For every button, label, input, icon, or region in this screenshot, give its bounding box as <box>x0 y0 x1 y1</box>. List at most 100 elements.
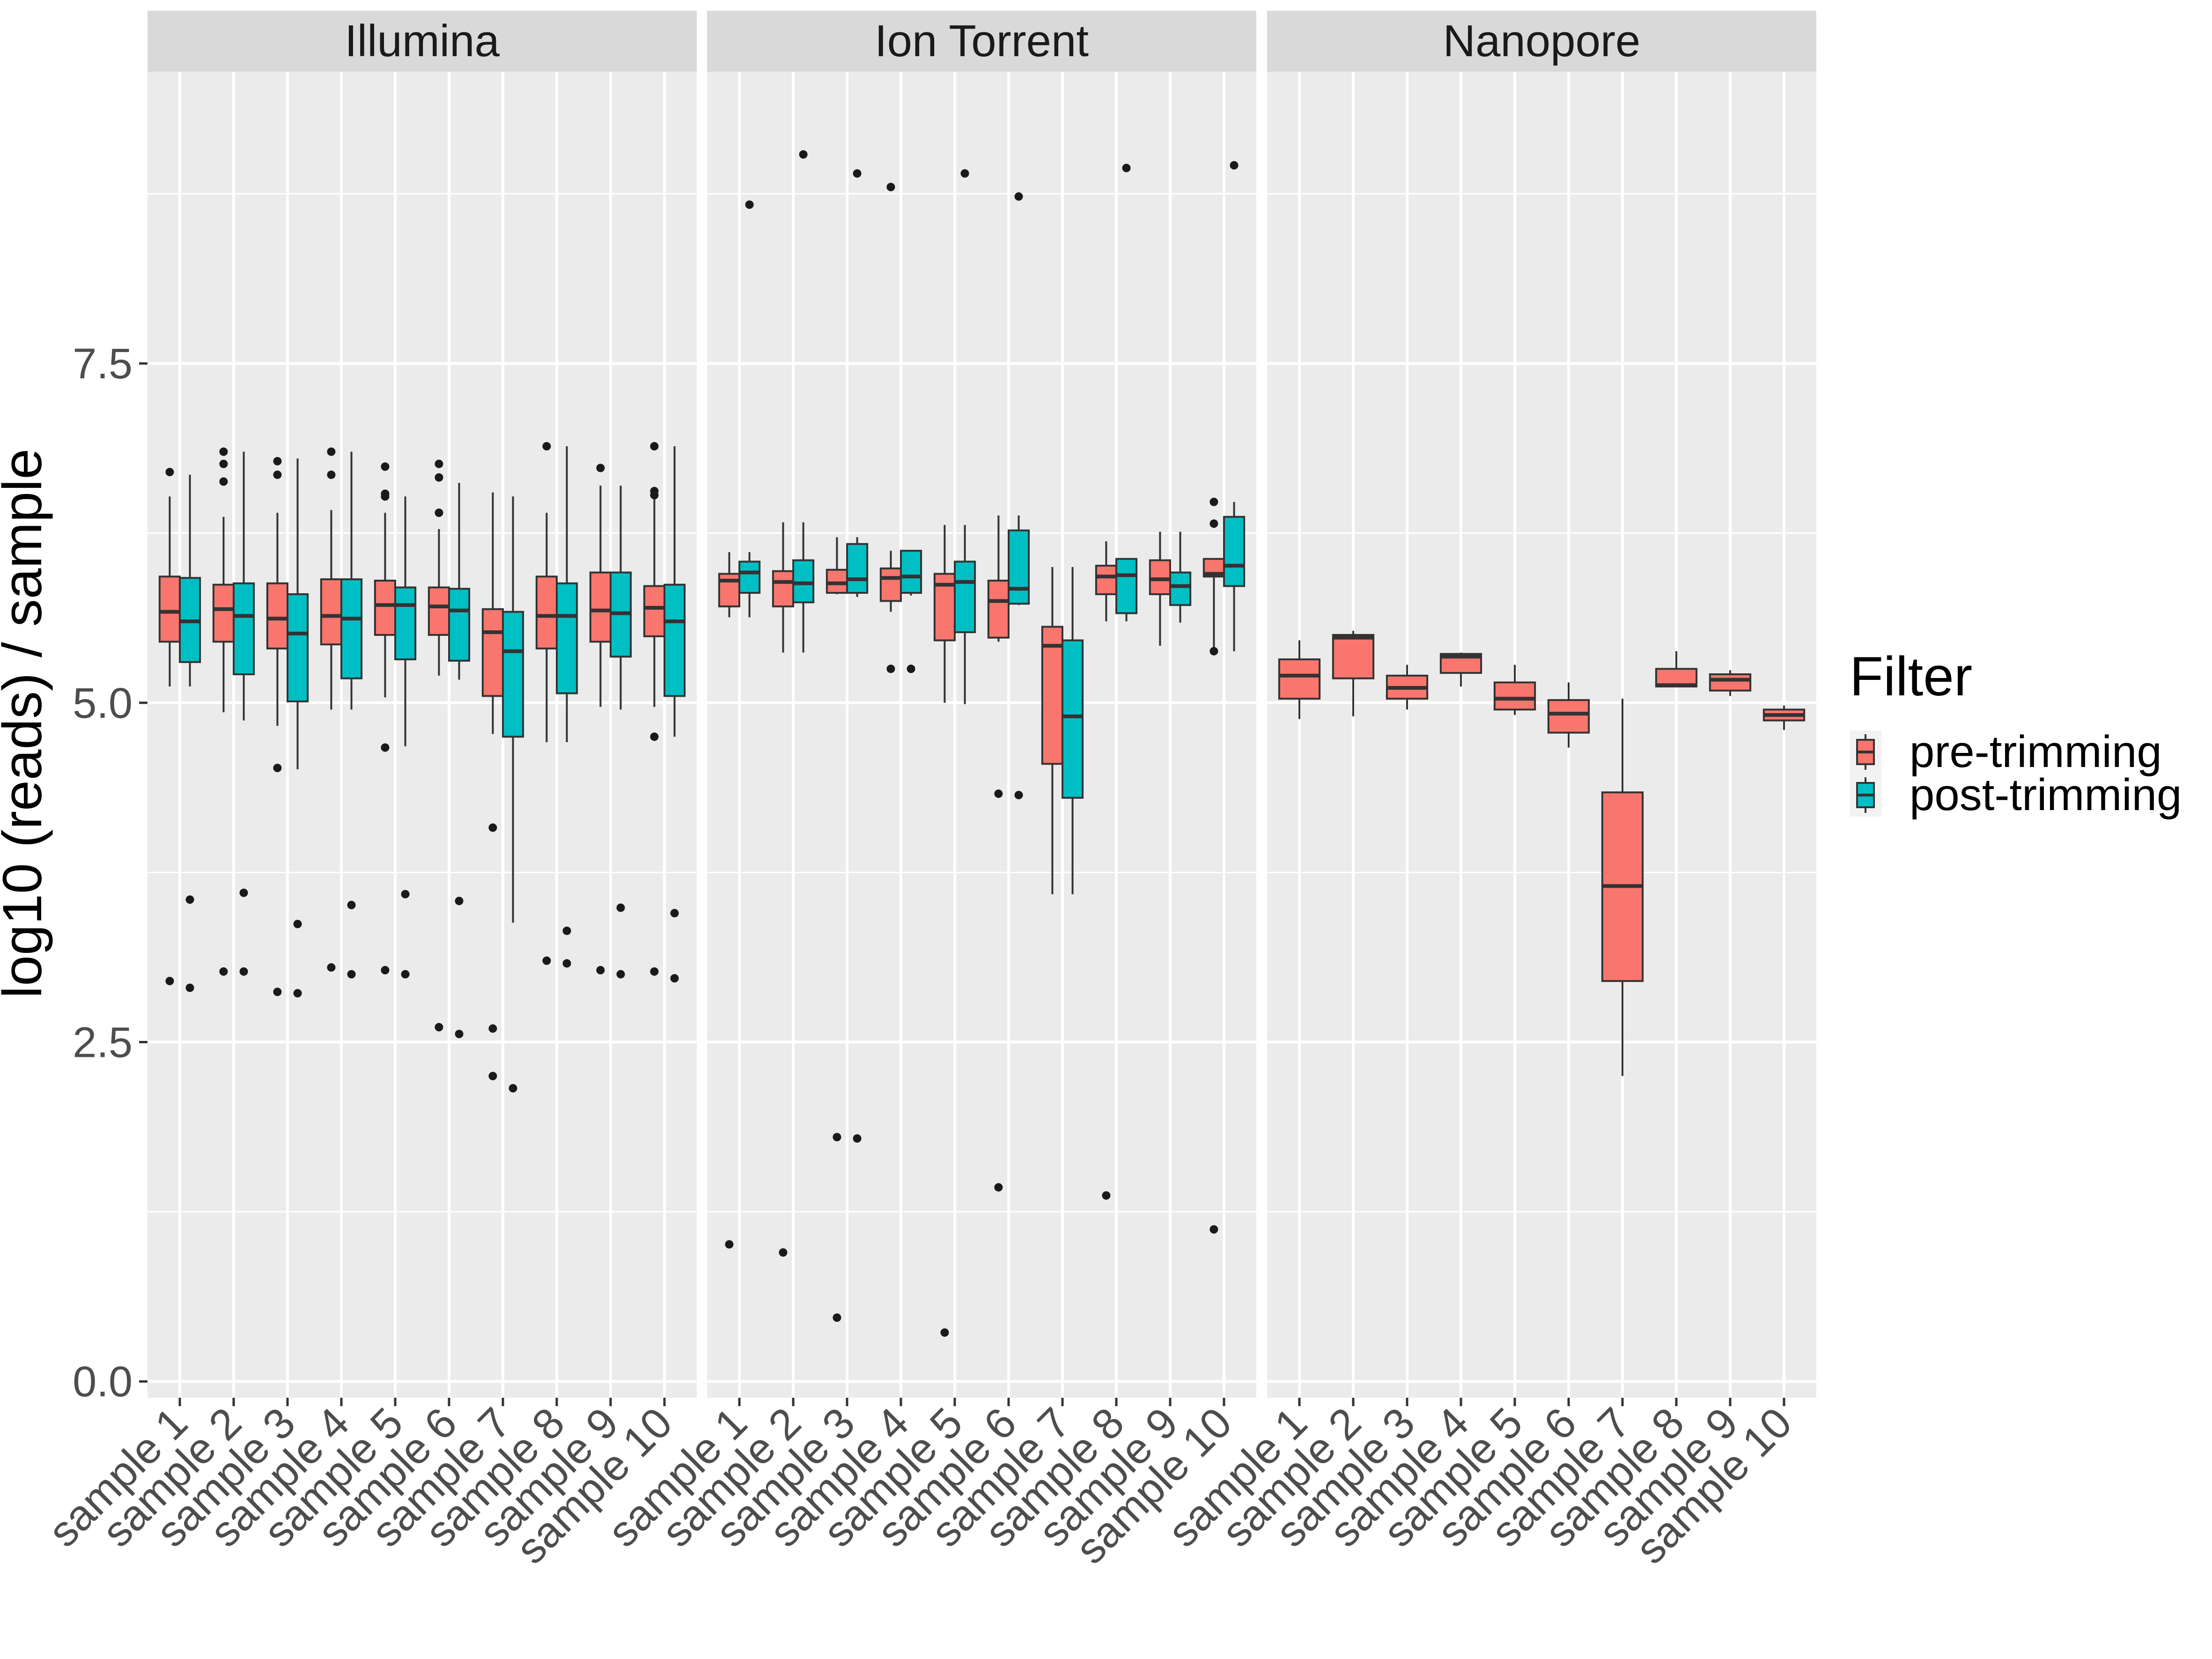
box-iqr <box>1332 634 1375 679</box>
outlier-point <box>381 743 390 752</box>
box-pre-1 <box>158 468 181 986</box>
box-post-2 <box>233 451 255 976</box>
box-pre-7 <box>1601 699 1644 1077</box>
box-post-9 <box>1169 531 1192 623</box>
outlier-point <box>1209 647 1218 656</box>
legend-label: post-trimming <box>1910 770 2182 820</box>
box-iqr <box>374 580 396 636</box>
box-post-10 <box>664 446 686 983</box>
outlier-point <box>616 970 625 979</box>
box-iqr <box>1008 529 1030 605</box>
box-iqr <box>1547 699 1590 734</box>
outlier-point <box>219 459 228 468</box>
y-axis: 0.0 2.5 5.0 7.5 <box>73 340 147 1406</box>
legend-item-pre: pre-trimming <box>1850 727 2162 777</box>
box-post-8 <box>556 446 578 968</box>
box-pre-9 <box>589 464 612 974</box>
box-post-10 <box>1223 161 1246 651</box>
outlier-point <box>1014 192 1023 201</box>
box-pre-6 <box>1547 682 1590 748</box>
outlier-point <box>381 462 390 471</box>
outlier-point <box>562 959 571 968</box>
outlier-point <box>1122 163 1131 172</box>
outlier-point <box>273 764 282 773</box>
box-post-7 <box>502 496 524 1093</box>
outlier-point <box>650 732 659 741</box>
box-post-7 <box>1062 567 1084 894</box>
outlier-point <box>779 1248 788 1257</box>
box-pre-10 <box>643 442 665 976</box>
box-iqr <box>792 559 815 604</box>
box-post-5 <box>394 496 417 979</box>
box-iqr <box>233 582 255 676</box>
outlier-point <box>542 956 551 965</box>
panel-background <box>707 72 1256 1398</box>
outlier-point <box>994 1183 1003 1192</box>
box-pre-7 <box>481 492 504 1081</box>
box-iqr <box>738 560 761 594</box>
outlier-point <box>1102 1191 1111 1200</box>
facet-strip-label: Nanopore <box>1443 16 1641 66</box>
facet-strip-label: Illumina <box>345 16 500 66</box>
box-post-1 <box>179 474 201 992</box>
panel-background <box>1267 72 1816 1398</box>
box-iqr <box>1709 673 1752 692</box>
legend-item-post: post-trimming <box>1850 770 2182 820</box>
y-tick-label: 0.0 <box>73 1358 133 1406</box>
box-iqr <box>287 593 309 702</box>
y-tick-label: 2.5 <box>73 1019 133 1067</box>
box-iqr <box>394 586 417 661</box>
outlier-point <box>907 664 915 673</box>
facet-strip <box>147 11 697 72</box>
box-pre-10 <box>1762 705 1806 730</box>
outlier-point <box>799 150 808 159</box>
box-iqr <box>589 571 612 643</box>
outlier-point <box>670 974 679 983</box>
outlier-point <box>455 897 464 906</box>
outlier-point <box>435 509 443 517</box>
y-tick-label: 7.5 <box>73 340 133 388</box>
outlier-point <box>455 1030 464 1039</box>
box-iqr <box>664 583 686 697</box>
outlier-point <box>239 888 248 897</box>
box-post-4 <box>340 451 363 979</box>
box-pre-2 <box>1332 631 1375 716</box>
outlier-point <box>401 970 410 979</box>
outlier-point <box>650 491 659 500</box>
box-iqr <box>1095 565 1117 595</box>
outlier-point <box>273 457 282 465</box>
box-post-4 <box>900 550 922 673</box>
outlier-point <box>293 920 302 929</box>
outlier-point <box>853 169 862 178</box>
outlier-point <box>185 895 194 904</box>
outlier-point <box>1209 519 1218 528</box>
box-pre-2 <box>772 522 794 1257</box>
outlier-point <box>670 909 679 918</box>
outlier-point <box>488 1072 497 1081</box>
outlier-point <box>562 926 571 935</box>
outlier-point <box>833 1133 841 1142</box>
legend-label: pre-trimming <box>1910 727 2162 777</box>
outlier-point <box>1014 790 1023 799</box>
outlier-point <box>347 900 356 909</box>
outlier-point <box>488 823 497 832</box>
outlier-point <box>381 966 390 974</box>
box-pre-9 <box>1149 531 1171 646</box>
outlier-point <box>650 442 659 451</box>
box-iqr <box>266 582 288 649</box>
outlier-point <box>185 983 194 992</box>
outlier-point <box>596 966 605 974</box>
box-pre-7 <box>1041 567 1063 894</box>
outlier-point <box>327 963 336 972</box>
box-iqr <box>481 608 504 697</box>
y-axis-title: log10 (reads) / sample <box>0 449 53 998</box>
box-pre-9 <box>1709 670 1752 696</box>
legend-title: Filter <box>1850 646 1972 708</box>
box-iqr <box>502 611 524 738</box>
box-pre-3 <box>826 537 848 1322</box>
outlier-point <box>960 169 969 178</box>
box-iqr <box>718 573 740 608</box>
